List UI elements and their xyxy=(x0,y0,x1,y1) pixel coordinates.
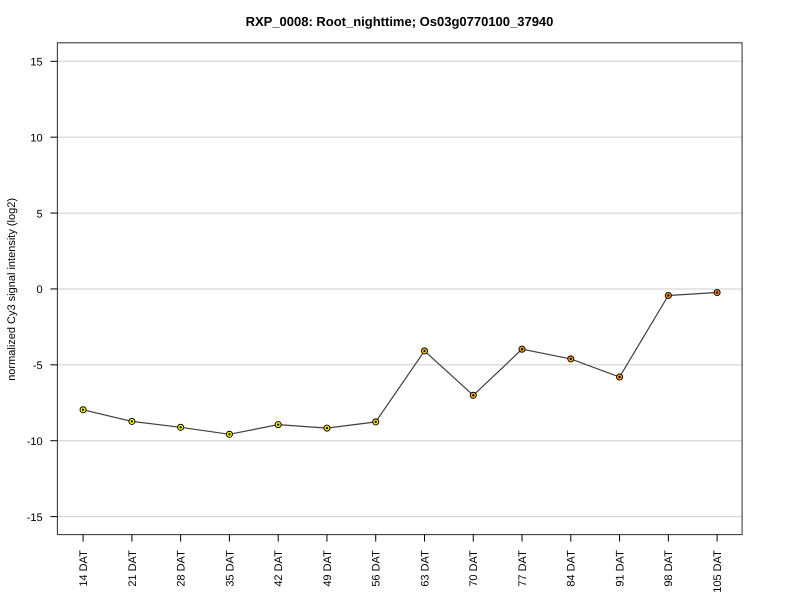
svg-text:49 DAT: 49 DAT xyxy=(322,550,334,587)
svg-text:RXP_0008: Root_nighttime; Os03: RXP_0008: Root_nighttime; Os03g0770100_3… xyxy=(246,14,554,29)
svg-text:105 DAT: 105 DAT xyxy=(712,550,724,593)
svg-text:-5: -5 xyxy=(33,360,43,372)
svg-text:21 DAT: 21 DAT xyxy=(127,550,139,587)
svg-text:28 DAT: 28 DAT xyxy=(176,550,188,587)
svg-text:-10: -10 xyxy=(27,436,43,448)
svg-text:35 DAT: 35 DAT xyxy=(224,550,236,587)
svg-text:0: 0 xyxy=(36,284,42,296)
svg-text:10: 10 xyxy=(30,132,42,144)
svg-text:70 DAT: 70 DAT xyxy=(468,550,480,587)
svg-text:84 DAT: 84 DAT xyxy=(566,550,578,587)
svg-text:42 DAT: 42 DAT xyxy=(273,550,285,587)
svg-text:-15: -15 xyxy=(27,512,43,524)
svg-text:98 DAT: 98 DAT xyxy=(663,550,675,587)
svg-text:15: 15 xyxy=(30,57,42,69)
svg-text:63 DAT: 63 DAT xyxy=(419,550,431,587)
svg-text:91 DAT: 91 DAT xyxy=(614,550,626,587)
svg-text:77 DAT: 77 DAT xyxy=(517,550,529,587)
svg-text:56 DAT: 56 DAT xyxy=(371,550,383,587)
svg-text:normalized Cy3 signal intensit: normalized Cy3 signal intensity (log2) xyxy=(6,198,18,381)
svg-text:5: 5 xyxy=(36,208,42,220)
svg-text:14 DAT: 14 DAT xyxy=(78,550,90,587)
